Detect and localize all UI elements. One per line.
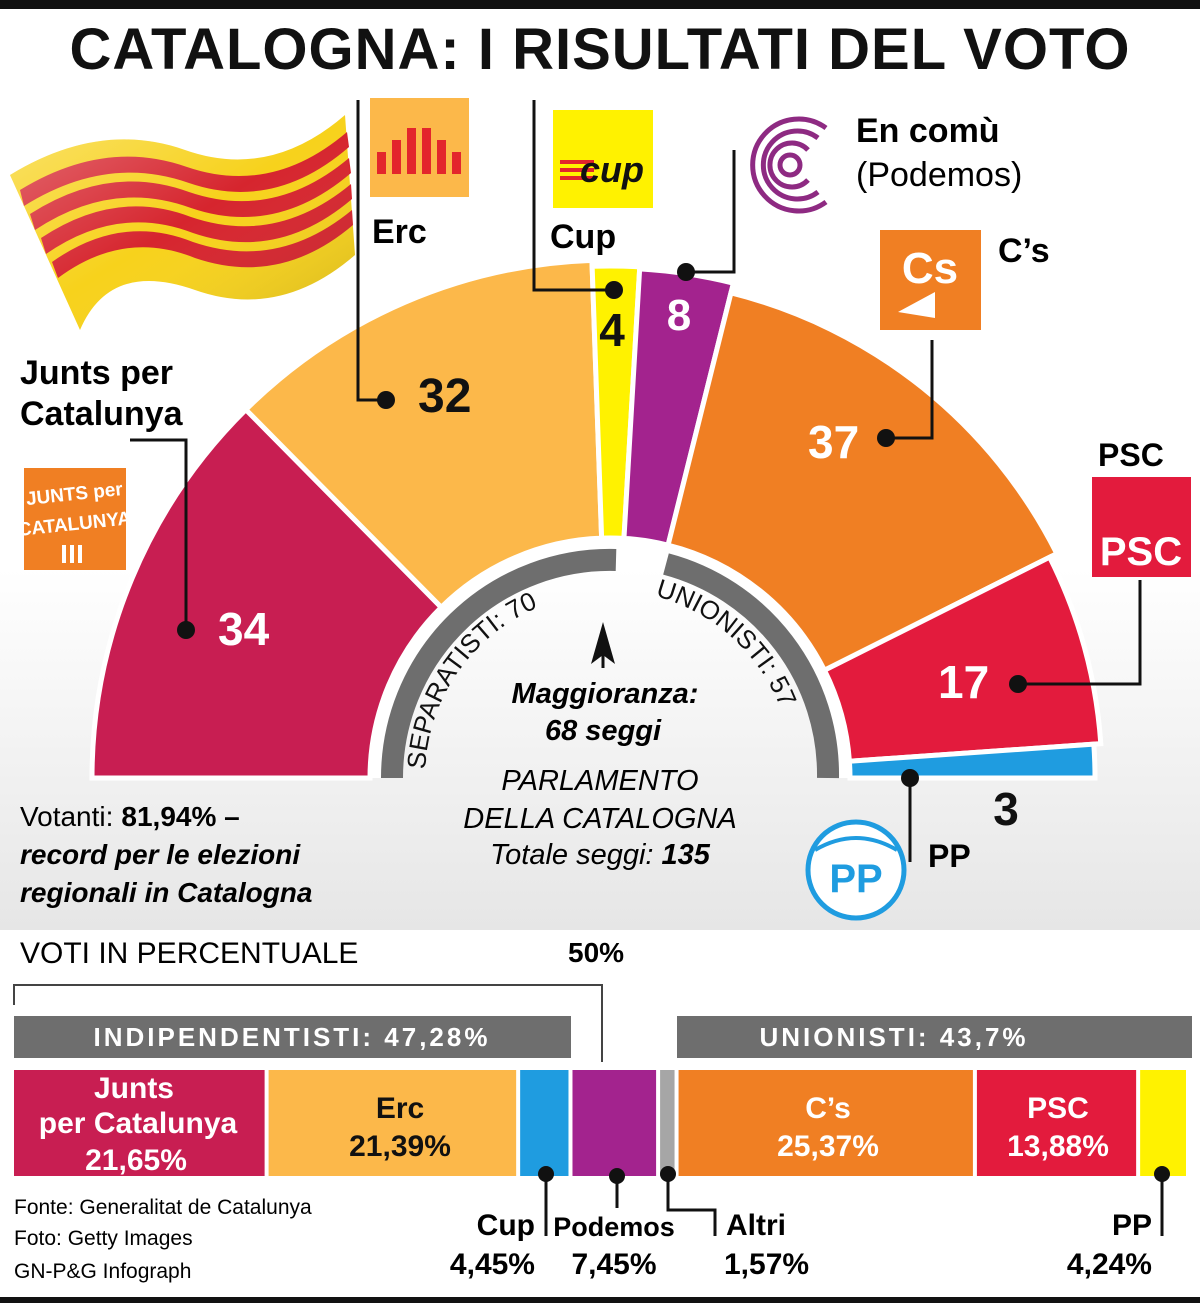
majority-line2: 68 seggi bbox=[545, 715, 662, 747]
turnout-line1: Votanti: 81,94% – bbox=[20, 801, 240, 832]
seats-cs: 37 bbox=[808, 416, 859, 468]
junts-logo: JUNTS per CATALUNYA bbox=[17, 468, 132, 570]
cs-logo-text: Cs bbox=[902, 244, 958, 293]
group-left-box bbox=[14, 1016, 571, 1058]
stacked-bar bbox=[14, 1070, 1186, 1176]
party-name-pp: PP bbox=[928, 838, 971, 874]
party-name-psc: PSC bbox=[1098, 437, 1164, 473]
group-right-label: UNIONISTI: 43,7% bbox=[759, 1022, 1028, 1052]
party-name-cup: Cup bbox=[550, 218, 616, 256]
turnout-label: Votanti: bbox=[20, 801, 113, 832]
majority-line1: Maggioranza: bbox=[512, 678, 699, 710]
group-right-box bbox=[677, 1016, 1192, 1058]
bar-label-erc-pct: 21,39% bbox=[349, 1130, 451, 1163]
callout-podemos-pct: 7,45% bbox=[571, 1248, 656, 1281]
psc-logo-text: PSC bbox=[1100, 530, 1182, 574]
top-rule bbox=[0, 0, 1200, 9]
bar-label-cs-pct: 25,37% bbox=[777, 1130, 879, 1163]
bar-segment-erc bbox=[268, 1070, 517, 1176]
bar-segment-junts bbox=[14, 1070, 265, 1176]
erc-logo bbox=[370, 98, 469, 197]
turnout-line3: regionali in Catalogna bbox=[20, 877, 312, 908]
bar-label-junts-pct: 21,65% bbox=[85, 1144, 187, 1177]
bar-label-cs-name: C’s bbox=[805, 1092, 851, 1125]
callout-cup-pct: 4,45% bbox=[450, 1248, 535, 1281]
bar-segment-cup bbox=[520, 1070, 569, 1176]
cup-logo-text: cup bbox=[580, 149, 644, 190]
bar-label-psc-name: PSC bbox=[1027, 1092, 1089, 1125]
callout-pp-pct: 4,24% bbox=[1067, 1248, 1152, 1281]
seats-erc: 32 bbox=[418, 370, 471, 423]
cup-logo: cup bbox=[553, 110, 653, 208]
seats-cup: 4 bbox=[599, 304, 625, 356]
half-bracket bbox=[13, 984, 603, 1062]
seats-pp: 3 bbox=[993, 783, 1019, 835]
total-seats-label: Totale seggi: bbox=[490, 839, 653, 871]
unionisti-arc bbox=[663, 553, 840, 779]
callout-altri-pct: 1,57% bbox=[724, 1248, 809, 1281]
seats-psc: 17 bbox=[938, 656, 989, 708]
party-name-cs: C’s bbox=[998, 232, 1050, 270]
total-seats: Totale seggi: 135 bbox=[490, 839, 711, 871]
majority-marker-label: 50% bbox=[568, 937, 624, 968]
bar-segment-podemos bbox=[572, 1070, 657, 1176]
leader-dots bbox=[177, 263, 1027, 787]
party-name-encomu-line2: (Podemos) bbox=[856, 156, 1022, 194]
parliament-line2: DELLA CATALOGNA bbox=[463, 803, 736, 835]
seats-encomu: 8 bbox=[667, 291, 691, 340]
bar-segment-altri bbox=[660, 1070, 675, 1176]
page-title: CATALOGNA: I RISULTATI DEL VOTO bbox=[69, 17, 1131, 82]
credit-agency: GN-P&G Infograph bbox=[14, 1260, 191, 1283]
turnout-value: 81,94% – bbox=[121, 801, 239, 832]
bar-chart-title: VOTI IN PERCENTUALE bbox=[20, 937, 358, 970]
bottom-rule bbox=[0, 1297, 1200, 1303]
total-seats-value: 135 bbox=[662, 839, 711, 871]
callout-podemos-name: Podemos bbox=[553, 1212, 675, 1242]
pp-logo-text: PP bbox=[829, 857, 882, 901]
credit-source: Fonte: Generalitat de Catalunya bbox=[14, 1196, 312, 1219]
parliament-line1: PARLAMENTO bbox=[501, 765, 698, 797]
bar-label-junts-line1: Junts bbox=[94, 1072, 174, 1105]
party-name-encomu-line1: En comù bbox=[856, 112, 1000, 150]
turnout-line2: record per le elezioni bbox=[20, 839, 301, 870]
separatisti-arc bbox=[381, 548, 617, 779]
psc-logo: PSC bbox=[1092, 477, 1191, 577]
callout-cup-name: Cup bbox=[477, 1209, 535, 1242]
encomu-logo bbox=[750, 116, 828, 214]
party-name-junts-line2: Catalunya bbox=[20, 395, 184, 433]
bar-label-junts-line2: per Catalunya bbox=[39, 1107, 238, 1140]
pp-logo: PP bbox=[805, 819, 907, 921]
cs-logo: Cs bbox=[880, 230, 981, 330]
seats-junts: 34 bbox=[218, 603, 270, 655]
catalan-flag-icon bbox=[10, 115, 355, 330]
party-name-junts-line1: Junts per bbox=[20, 354, 173, 392]
leader-lines bbox=[130, 100, 1142, 862]
credit-photo: Foto: Getty Images bbox=[14, 1227, 193, 1250]
bar-segment-psc bbox=[976, 1070, 1137, 1176]
callout-altri-name: Altri bbox=[726, 1209, 786, 1242]
bar-label-psc-pct: 13,88% bbox=[1007, 1130, 1109, 1163]
bar-leader-dots bbox=[538, 1166, 1170, 1184]
inner-band bbox=[369, 537, 851, 779]
party-name-erc: Erc bbox=[372, 213, 427, 251]
bar-segment-pp bbox=[1140, 1070, 1186, 1176]
bar-label-erc-name: Erc bbox=[376, 1092, 424, 1125]
group-left-label: INDIPENDENTISTI: 47,28% bbox=[94, 1022, 491, 1052]
callout-pp-name: PP bbox=[1112, 1209, 1152, 1242]
bar-segment-cs bbox=[678, 1070, 973, 1176]
majority-arrow-icon bbox=[591, 622, 615, 668]
